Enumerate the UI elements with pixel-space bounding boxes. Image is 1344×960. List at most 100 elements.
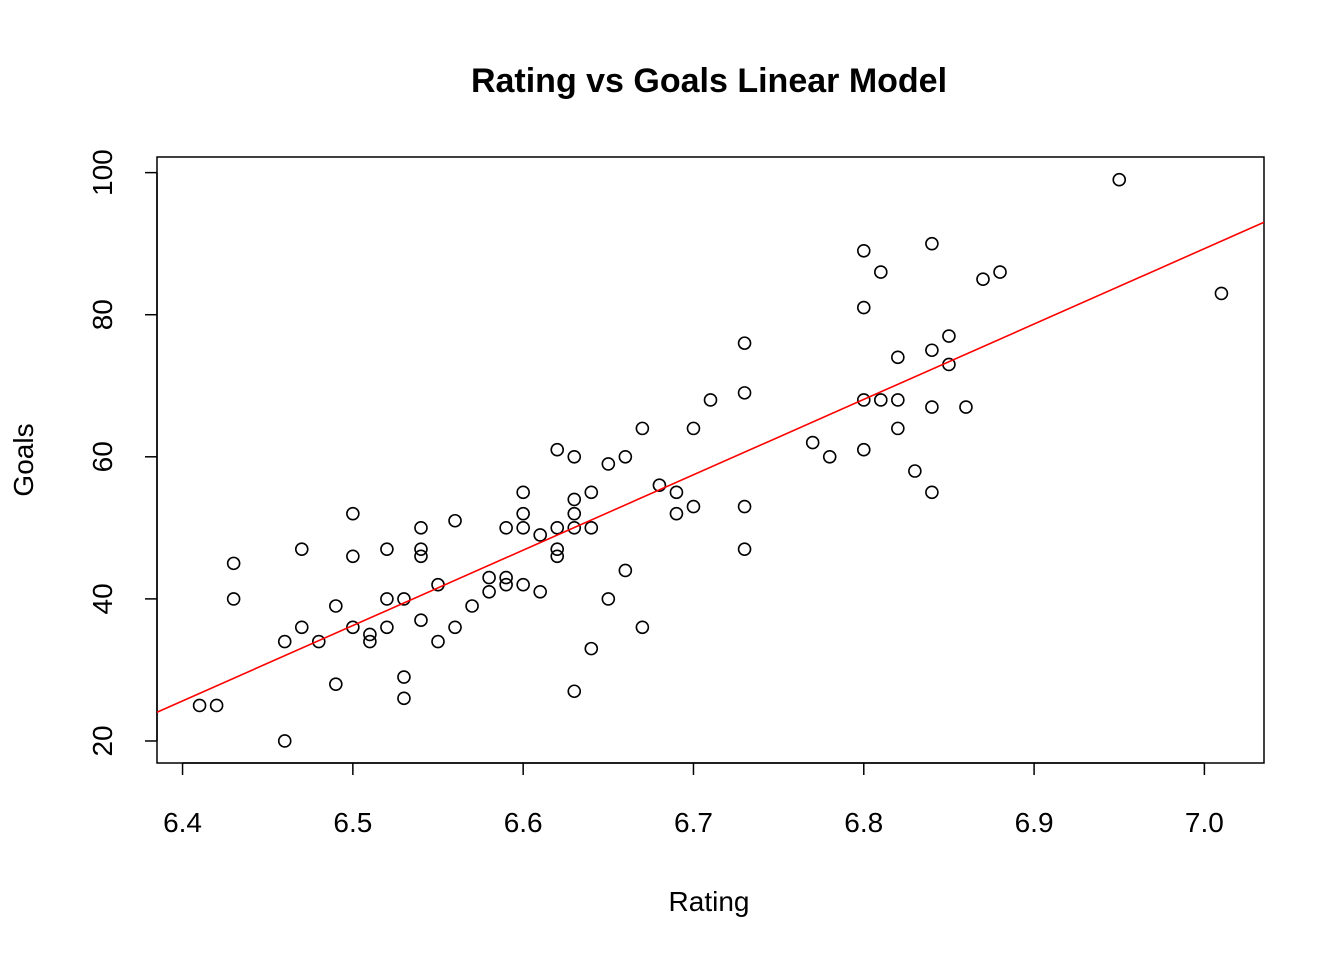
y-axis-label: Goals [8,423,39,496]
data-point [584,521,599,535]
data-point [499,521,513,535]
y-tick-label: 60 [87,441,118,472]
data-point [550,542,565,556]
data-point [363,634,377,649]
data-point [533,584,547,599]
data-point [311,634,326,649]
data-point [856,393,871,407]
data-point [856,300,871,315]
data-point [397,691,411,706]
data-point [226,556,241,571]
data-point [499,570,513,585]
data-point [192,698,207,713]
data-point [1112,172,1127,187]
data-point [822,450,837,464]
data-point [209,698,224,713]
data-point [363,627,377,642]
data-point [874,265,888,279]
data-point [448,513,462,528]
data-point [516,521,530,535]
data-point [618,450,633,464]
data-point [567,521,582,535]
data-points [192,172,1229,748]
x-tick-label: 6.5 [333,807,372,838]
data-point [380,620,394,635]
data-point [737,499,752,514]
data-point [669,485,684,500]
data-point [805,435,820,450]
y-tick-label: 80 [87,299,118,330]
y-tick-label: 20 [87,725,118,756]
data-point [346,506,360,521]
data-point [294,620,309,635]
data-point [414,521,428,535]
data-point [397,670,411,684]
x-axis-label: Rating [669,886,750,917]
data-point [925,343,939,358]
data-point [499,577,513,592]
chart-title: Rating vs Goals Linear Model [471,62,947,100]
x-axis: 6.4 6.5 6.6 6.7 6.8 6.9 7.0 [163,762,1224,838]
data-point [226,592,241,606]
y-tick-label: 100 [87,149,118,196]
data-point [414,549,428,564]
data-point [294,542,309,556]
data-point [908,464,922,478]
data-point [976,272,990,286]
data-point [329,599,343,613]
data-point [925,485,939,500]
data-point [703,393,718,407]
data-point [277,634,292,649]
data-point [567,492,582,507]
regression-line [156,221,1265,713]
data-point [550,442,565,457]
plot-frame [156,156,1265,764]
data-point [482,584,496,599]
data-point [346,549,360,564]
data-point [993,265,1007,279]
x-tick-label: 6.6 [504,807,543,838]
x-tick-label: 6.7 [674,807,713,838]
data-point [618,563,633,578]
data-point [584,485,599,500]
data-point [891,393,905,407]
data-point [482,570,496,585]
data-point [652,478,667,493]
x-tick-label: 7.0 [1185,807,1224,838]
data-point [874,393,888,407]
data-point [465,599,479,613]
data-point [516,577,530,592]
data-point [550,521,565,535]
data-point [925,236,939,251]
data-point [397,592,411,606]
data-point [567,506,582,521]
data-point [635,421,650,436]
data-point [414,613,428,628]
data-point [567,450,582,464]
data-point [567,684,582,699]
data-point [448,620,462,635]
y-tick-label: 40 [87,583,118,614]
data-point [737,336,752,350]
data-point [414,542,428,556]
data-point [601,592,616,606]
data-point [329,677,343,691]
data-point [942,329,956,343]
data-point [686,499,701,514]
data-point [669,506,684,521]
data-point [601,457,616,471]
data-point [431,634,445,649]
data-point [277,734,292,748]
data-point [959,400,973,414]
data-point [737,386,752,400]
data-point [516,485,530,500]
data-point [550,549,565,564]
data-point [686,421,701,436]
data-point [584,641,599,656]
data-point [925,400,939,414]
data-point [856,243,871,258]
x-tick-label: 6.8 [844,807,883,838]
data-point [635,620,650,635]
data-point [1214,286,1229,301]
